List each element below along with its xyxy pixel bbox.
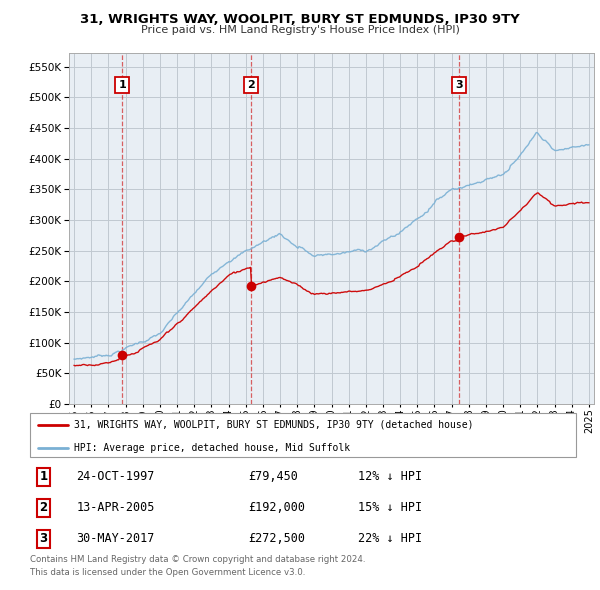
- Text: 3: 3: [455, 80, 463, 90]
- Text: Contains HM Land Registry data © Crown copyright and database right 2024.: Contains HM Land Registry data © Crown c…: [30, 555, 365, 563]
- Text: 31, WRIGHTS WAY, WOOLPIT, BURY ST EDMUNDS, IP30 9TY: 31, WRIGHTS WAY, WOOLPIT, BURY ST EDMUND…: [80, 13, 520, 26]
- Text: 1: 1: [40, 470, 48, 483]
- Text: £192,000: £192,000: [248, 502, 305, 514]
- Text: £79,450: £79,450: [248, 470, 298, 483]
- Text: 22% ↓ HPI: 22% ↓ HPI: [358, 532, 422, 545]
- Text: 31, WRIGHTS WAY, WOOLPIT, BURY ST EDMUNDS, IP30 9TY (detached house): 31, WRIGHTS WAY, WOOLPIT, BURY ST EDMUND…: [74, 419, 473, 430]
- Text: 15% ↓ HPI: 15% ↓ HPI: [358, 502, 422, 514]
- Text: Price paid vs. HM Land Registry's House Price Index (HPI): Price paid vs. HM Land Registry's House …: [140, 25, 460, 35]
- Text: 12% ↓ HPI: 12% ↓ HPI: [358, 470, 422, 483]
- Text: £272,500: £272,500: [248, 532, 305, 545]
- Text: HPI: Average price, detached house, Mid Suffolk: HPI: Average price, detached house, Mid …: [74, 442, 350, 453]
- Text: 30-MAY-2017: 30-MAY-2017: [76, 532, 155, 545]
- Text: 2: 2: [40, 502, 48, 514]
- Text: This data is licensed under the Open Government Licence v3.0.: This data is licensed under the Open Gov…: [30, 568, 305, 576]
- Text: 2: 2: [247, 80, 254, 90]
- Text: 3: 3: [40, 532, 48, 545]
- Text: 13-APR-2005: 13-APR-2005: [76, 502, 155, 514]
- Text: 1: 1: [118, 80, 126, 90]
- Text: 24-OCT-1997: 24-OCT-1997: [76, 470, 155, 483]
